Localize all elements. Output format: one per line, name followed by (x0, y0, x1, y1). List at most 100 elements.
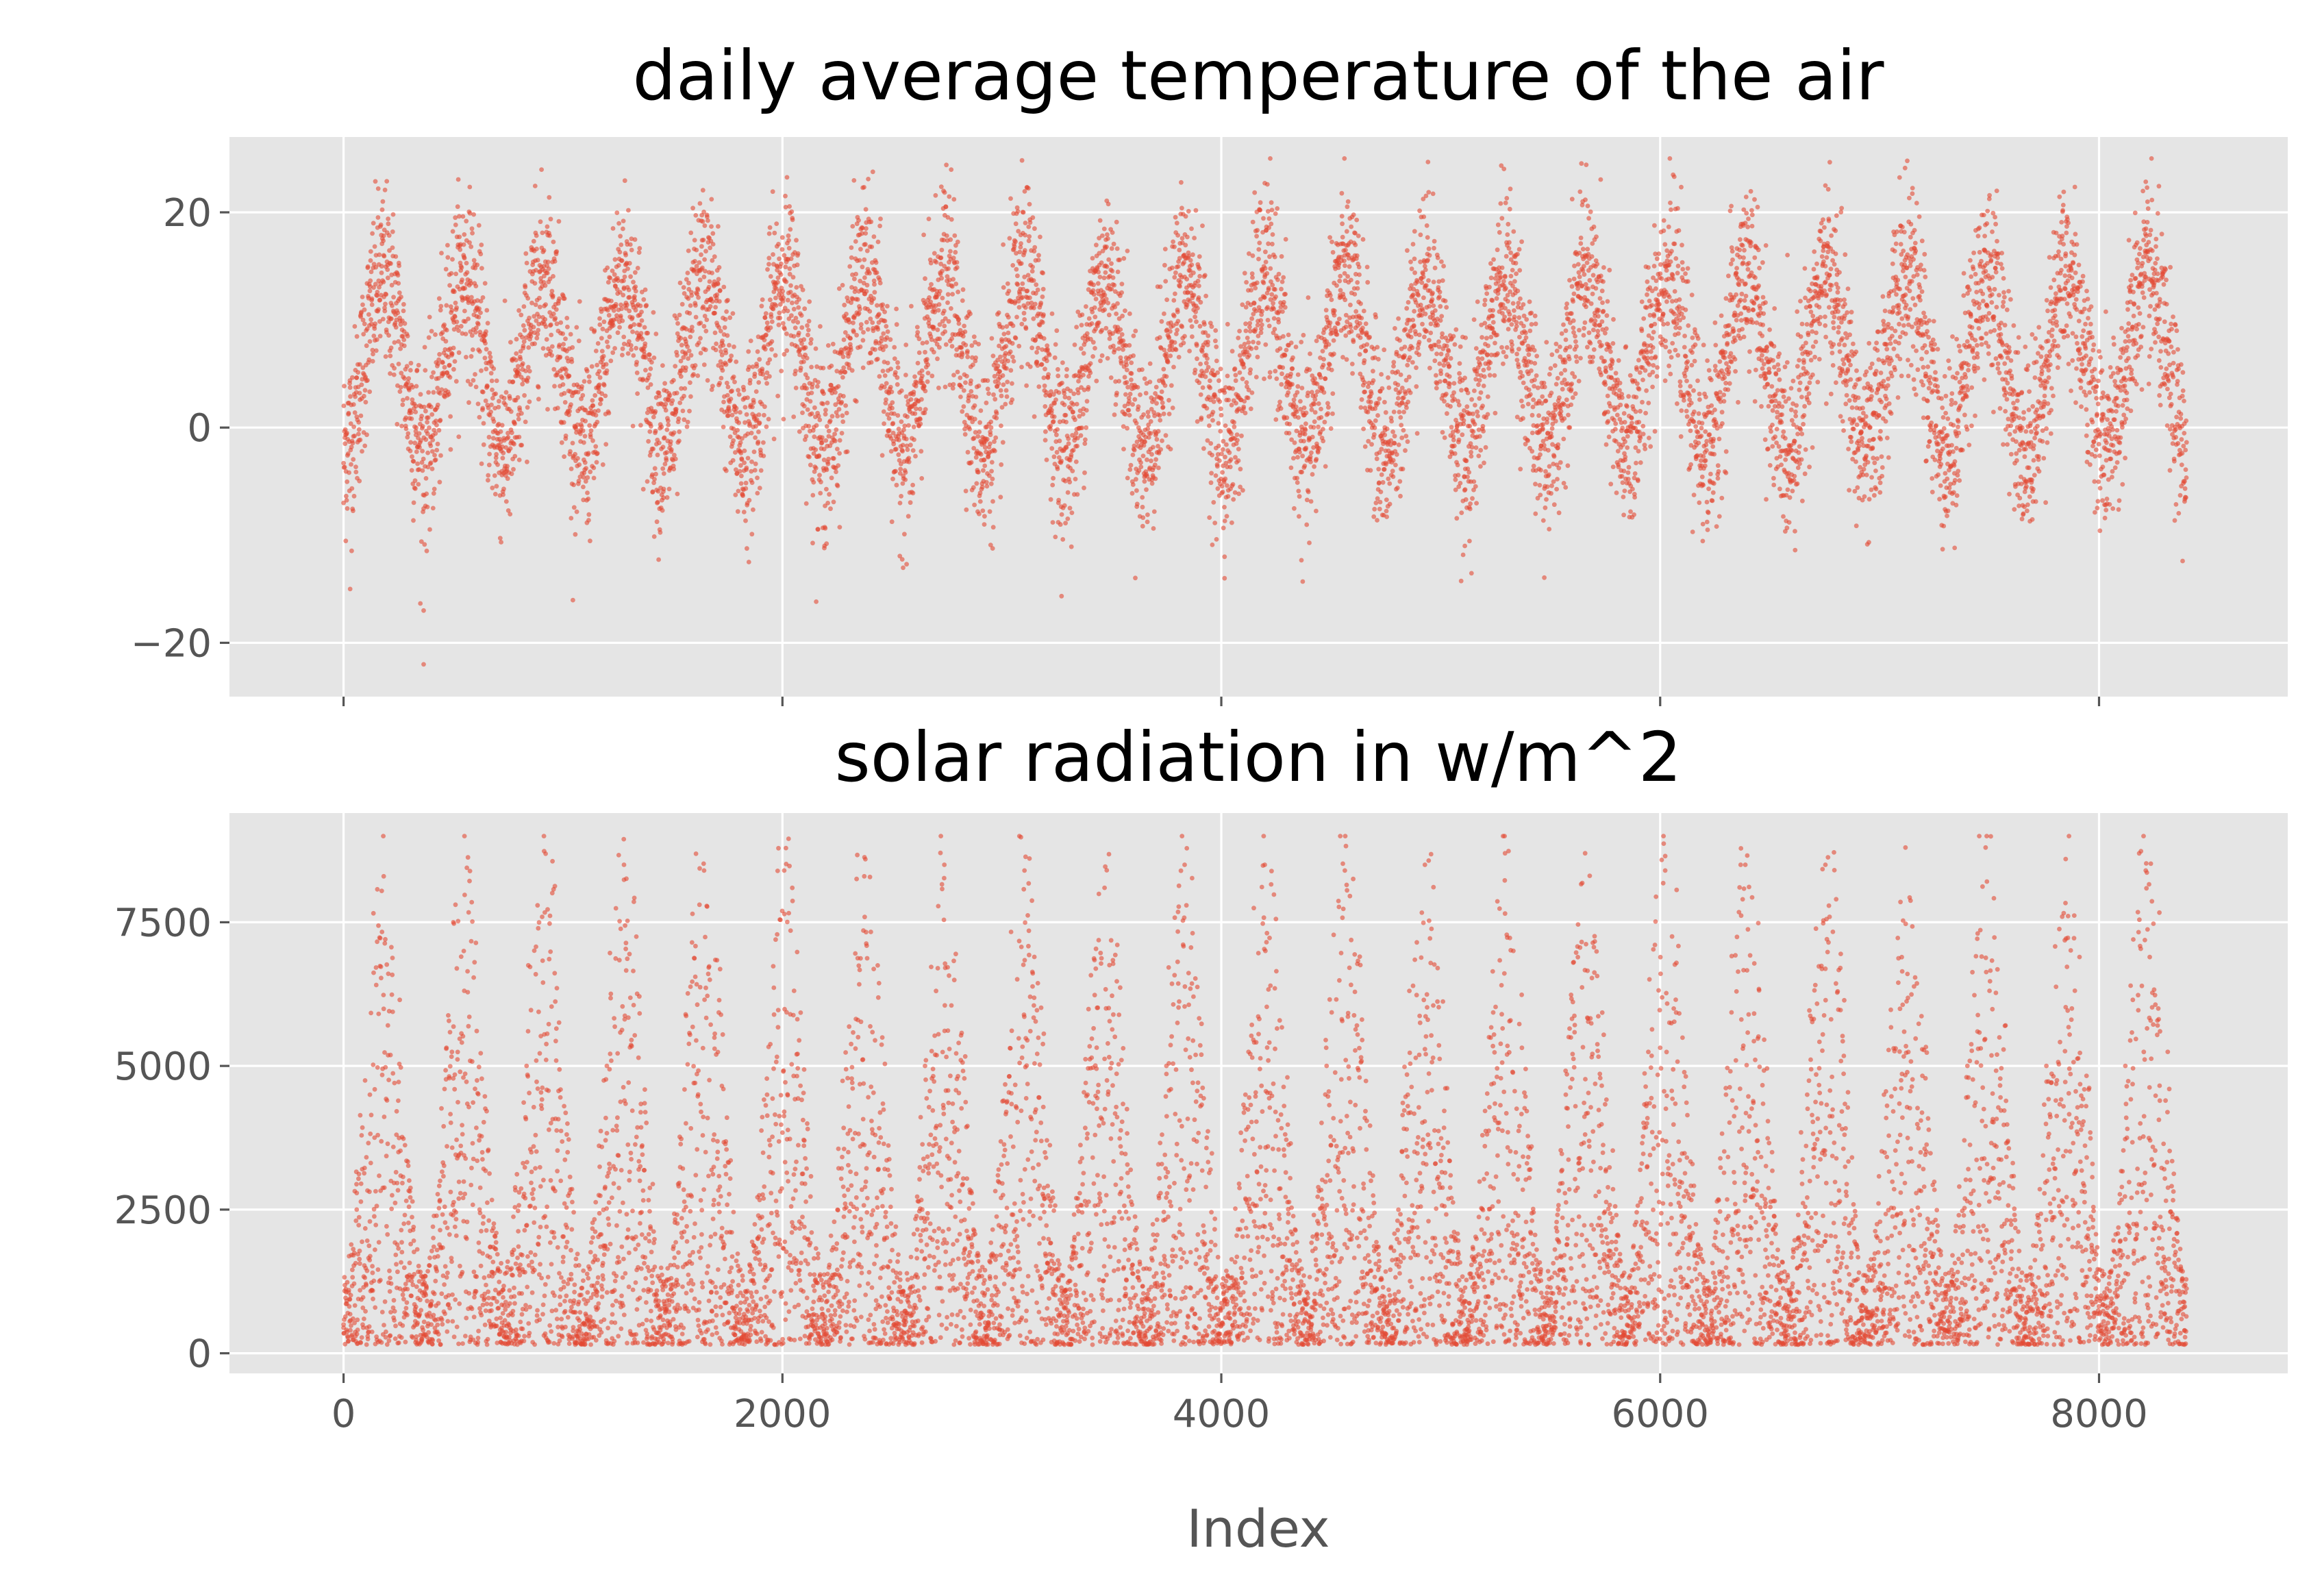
temperature-point (440, 360, 445, 365)
temperature-point (699, 252, 703, 257)
temperature-point (1262, 377, 1266, 382)
temperature-point (1067, 479, 1072, 484)
temperature-point (1375, 518, 1380, 523)
temperature-point (674, 407, 679, 412)
temperature-point (943, 385, 948, 390)
temperature-point (1103, 292, 1108, 297)
temperature-point (1243, 321, 1248, 326)
temperature-point (1273, 369, 1277, 373)
temperature-point (831, 342, 836, 347)
temperature-point (544, 325, 549, 329)
temperature-point (965, 349, 970, 353)
temperature-point (1340, 221, 1345, 226)
temperature-point (1144, 487, 1149, 492)
temperature-point (1071, 410, 1075, 414)
temperature-point (614, 210, 619, 215)
temperature-point (673, 364, 677, 369)
temperature-point (425, 420, 429, 425)
temperature-point (1023, 248, 1027, 253)
temperature-point (764, 425, 769, 429)
temperature-point (1191, 271, 1196, 275)
temperature-point (636, 266, 640, 271)
temperature-point (699, 244, 704, 249)
temperature-point (1262, 295, 1267, 300)
temperature-point (560, 375, 564, 380)
temperature-point (1223, 519, 1227, 523)
temperature-point (766, 262, 771, 266)
temperature-point (717, 265, 722, 270)
temperature-point (721, 343, 725, 348)
temperature-point (555, 406, 560, 410)
temperature-point (628, 274, 633, 279)
temperature-point (670, 398, 675, 403)
temperature-point (854, 399, 859, 404)
temperature-point (345, 431, 349, 436)
temperature-point (1254, 346, 1259, 351)
temperature-point (958, 395, 963, 399)
temperature-point (369, 258, 373, 263)
temperature-point (843, 403, 848, 408)
temperature-point (732, 379, 737, 384)
temperature-point (864, 226, 869, 231)
temperature-point (762, 404, 767, 409)
temperature-point (658, 530, 663, 535)
temperature-point (645, 479, 650, 484)
temperature-point (1229, 458, 1234, 462)
temperature-point (1319, 375, 1323, 380)
temperature-point (787, 246, 792, 251)
temperature-point (1372, 507, 1377, 512)
temperature-point (595, 363, 599, 368)
temperature-point (519, 411, 524, 416)
temperature-point (447, 283, 452, 288)
temperature-point (608, 358, 613, 363)
temperature-point (942, 309, 947, 314)
temperature-point (769, 314, 774, 319)
temperature-point (644, 303, 649, 308)
temperature-point (835, 447, 840, 451)
temperature-point (1187, 349, 1192, 353)
temperature-point (1156, 466, 1161, 471)
temperature-point (1434, 351, 1439, 356)
temperature-point (1279, 406, 1284, 411)
temperature-point (1430, 297, 1435, 302)
temperature-point (877, 224, 882, 229)
temperature-point (1377, 507, 1382, 512)
temperature-point (1049, 497, 1053, 502)
temperature-point (836, 484, 840, 488)
temperature-point (669, 447, 674, 452)
temperature-point (686, 281, 691, 286)
temperature-point (799, 341, 804, 346)
temperature-point (976, 470, 981, 475)
temperature-point (401, 302, 406, 307)
temperature-point (963, 342, 968, 347)
temperature-point (799, 313, 804, 318)
temperature-point (986, 386, 990, 391)
temperature-point (1300, 453, 1305, 458)
temperature-point (980, 508, 985, 513)
temperature-point (526, 375, 531, 380)
temperature-point (398, 347, 403, 351)
temperature-point (482, 421, 486, 426)
temperature-point (1269, 292, 1274, 297)
temperature-point (476, 401, 481, 406)
temperature-point (1409, 335, 1414, 340)
temperature-point (1283, 305, 1288, 310)
temperature-point (1179, 205, 1184, 210)
temperature-point (451, 346, 456, 351)
temperature-point (1085, 399, 1090, 403)
temperature-point (1143, 440, 1147, 445)
temperature-point (1201, 446, 1206, 451)
temperature-point (774, 221, 779, 226)
temperature-point (347, 411, 351, 416)
temperature-point (1338, 274, 1343, 279)
temperature-point (1342, 258, 1347, 263)
temperature-point (867, 309, 872, 314)
temperature-point (976, 342, 981, 347)
temperature-point (638, 303, 643, 308)
temperature-point (823, 526, 827, 531)
temperature-point (808, 462, 813, 467)
temperature-point (351, 508, 355, 513)
temperature-point (1129, 377, 1134, 382)
temperature-point (927, 295, 932, 300)
temperature-point (877, 374, 882, 379)
